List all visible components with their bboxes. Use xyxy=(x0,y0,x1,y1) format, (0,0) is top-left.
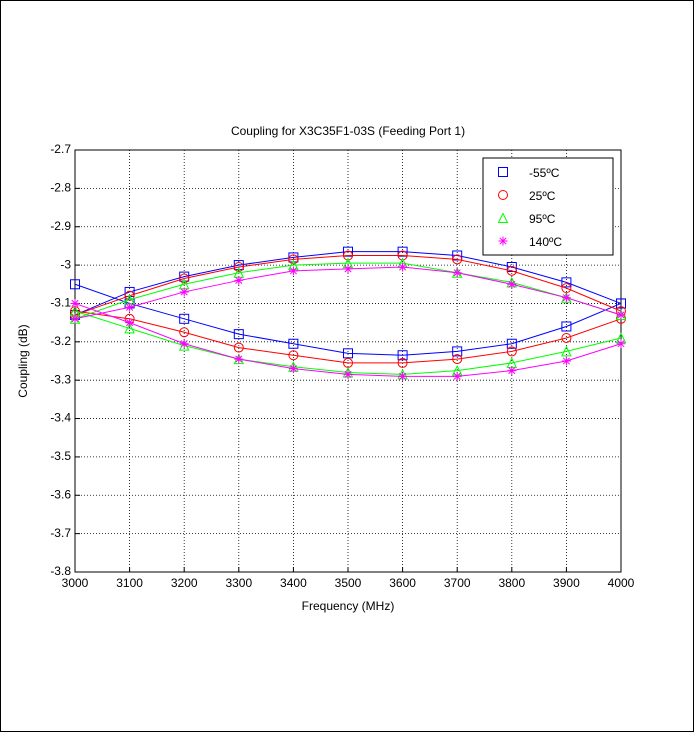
marker xyxy=(124,290,135,301)
y-tick-label: -3.8 xyxy=(50,564,71,578)
x-axis-label: Frequency (MHz) xyxy=(302,599,395,613)
marker xyxy=(125,318,135,328)
marker xyxy=(288,364,298,374)
y-tick-label: -3.1 xyxy=(50,296,71,310)
marker xyxy=(561,293,571,303)
marker xyxy=(397,246,408,257)
x-tick-label: 4000 xyxy=(608,576,635,590)
marker xyxy=(616,339,626,349)
marker xyxy=(616,298,626,309)
x-tick-label: 3100 xyxy=(116,576,143,590)
legend-marker xyxy=(498,236,508,246)
chart-title: Coupling for X3C35F1-03S (Feeding Port 1… xyxy=(231,124,465,138)
marker xyxy=(233,329,244,340)
marker xyxy=(452,354,463,365)
x-tick-label: 3000 xyxy=(62,576,89,590)
legend-box xyxy=(482,157,614,256)
marker xyxy=(616,310,626,320)
marker xyxy=(179,327,190,338)
marker xyxy=(288,350,299,361)
marker xyxy=(343,369,353,379)
marker xyxy=(288,338,299,349)
marker xyxy=(561,277,572,288)
x-tick-label: 3500 xyxy=(335,576,362,590)
marker xyxy=(288,266,298,276)
y-axis-label: Coupling (dB) xyxy=(16,324,30,397)
marker xyxy=(397,250,408,261)
marker xyxy=(506,265,517,276)
marker xyxy=(70,314,80,324)
marker xyxy=(179,287,189,297)
legend-label: 25ºC xyxy=(529,189,556,203)
y-tick-label: -3.5 xyxy=(50,449,71,463)
marker xyxy=(179,313,190,324)
marker xyxy=(343,348,353,359)
marker xyxy=(561,321,572,332)
marker xyxy=(397,357,408,368)
marker xyxy=(234,354,244,364)
marker xyxy=(125,302,135,312)
axes-box xyxy=(74,149,622,573)
legend-marker xyxy=(497,212,509,223)
marker xyxy=(452,250,463,261)
y-tick-label: -2.7 xyxy=(50,142,71,156)
marker xyxy=(343,250,353,261)
marker xyxy=(452,254,463,265)
marker xyxy=(452,346,463,357)
x-tick-label: 3300 xyxy=(225,576,252,590)
x-tick-label: 3900 xyxy=(553,576,580,590)
marker xyxy=(70,279,80,290)
y-tick-label: -3.7 xyxy=(50,526,71,540)
marker xyxy=(397,350,408,361)
legend-marker xyxy=(498,167,508,177)
marker xyxy=(507,279,517,289)
y-tick-label: -3.6 xyxy=(50,487,71,501)
y-tick-label: -3.2 xyxy=(50,334,71,348)
marker xyxy=(343,246,353,257)
marker xyxy=(506,262,517,273)
x-tick-label: 3600 xyxy=(389,576,416,590)
marker xyxy=(506,346,517,357)
marker xyxy=(343,264,353,274)
marker xyxy=(398,262,408,272)
marker xyxy=(233,342,244,353)
series-line xyxy=(74,251,622,316)
series-line xyxy=(74,310,622,364)
marker xyxy=(452,268,462,278)
series-line xyxy=(74,255,622,316)
marker xyxy=(234,275,244,285)
x-tick-label: 3800 xyxy=(498,576,525,590)
marker xyxy=(561,356,571,366)
marker xyxy=(179,273,190,284)
legend-label: 95ºC xyxy=(529,212,556,226)
legend-marker xyxy=(498,190,508,200)
marker xyxy=(70,298,80,308)
y-tick-label: -3 xyxy=(60,257,71,271)
marker xyxy=(452,371,462,381)
y-tick-label: -2.8 xyxy=(50,181,71,195)
y-tick-label: -3.4 xyxy=(50,411,71,425)
series-line xyxy=(74,262,622,320)
legend-label: -55ºC xyxy=(529,166,560,180)
marker xyxy=(561,345,572,357)
series-line xyxy=(74,283,622,356)
marker xyxy=(507,366,517,376)
marker xyxy=(124,322,135,334)
marker xyxy=(233,262,244,273)
marker xyxy=(561,332,572,343)
y-tick-label: -2.9 xyxy=(50,219,71,233)
marker xyxy=(179,339,189,349)
marker xyxy=(288,254,299,265)
x-tick-label: 3200 xyxy=(171,576,198,590)
marker xyxy=(124,286,135,297)
x-tick-label: 3700 xyxy=(444,576,471,590)
marker xyxy=(506,338,517,349)
legend-label: 140ºC xyxy=(529,235,562,249)
y-tick-label: -3.3 xyxy=(50,372,71,386)
marker xyxy=(398,371,408,381)
x-tick-label: 3400 xyxy=(280,576,307,590)
